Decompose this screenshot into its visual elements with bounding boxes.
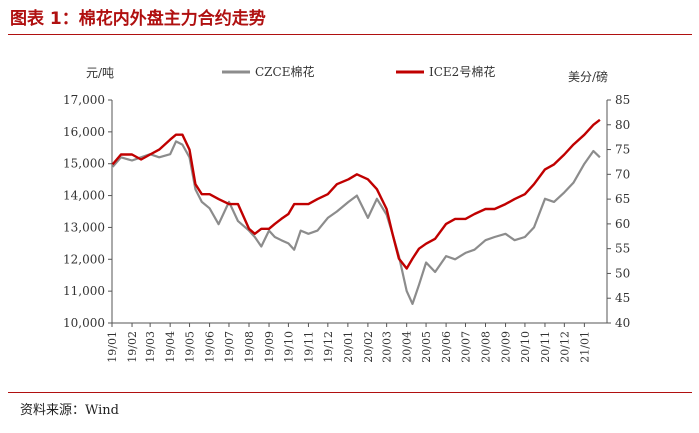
left-axis-unit: 元/吨 xyxy=(86,66,114,80)
left-tick-label: 14,000 xyxy=(63,189,105,203)
right-tick-label: 75 xyxy=(615,143,630,157)
x-tick-label: 19/07 xyxy=(223,331,236,363)
right-tick-label: 50 xyxy=(615,266,630,280)
x-tick-label: 20/12 xyxy=(558,331,571,363)
legend-label-ice2: ICE2号棉花 xyxy=(429,64,495,79)
left-tick-label: 16,000 xyxy=(63,125,105,139)
left-tick-label: 12,000 xyxy=(63,252,105,266)
right-tick-label: 45 xyxy=(615,291,630,305)
x-tick-label: 19/09 xyxy=(263,331,276,363)
right-tick-label: 80 xyxy=(615,118,630,132)
chart-lines xyxy=(111,118,601,305)
x-tick-label: 19/10 xyxy=(282,331,295,363)
left-tick-label: 10,000 xyxy=(63,316,105,330)
right-tick-label: 85 xyxy=(615,93,630,107)
x-tick-label: 20/08 xyxy=(480,331,493,363)
x-tick-label: 19/02 xyxy=(126,331,139,363)
chart-svg: 10,000 11,000 12,000 13,000 14,000 15,000 16,0… xyxy=(63,64,630,363)
x-tick-label: 19/04 xyxy=(164,331,177,363)
x-tick-label: 19/11 xyxy=(302,331,315,363)
left-tick-label: 11,000 xyxy=(63,284,105,298)
chart-axes: 10,000 11,000 12,000 13,000 14,000 15,000 16,0… xyxy=(63,66,630,363)
x-tick-label: 20/11 xyxy=(539,331,552,363)
right-tick-label: 55 xyxy=(615,242,630,256)
x-tick-label: 20/10 xyxy=(519,331,532,363)
right-axis-unit: 美分/磅 xyxy=(568,69,608,84)
right-tick-label: 60 xyxy=(615,217,630,231)
x-tick-label: 20/03 xyxy=(381,331,394,363)
x-tick-label: 19/01 xyxy=(106,331,119,363)
x-tick-label: 19/03 xyxy=(144,331,157,363)
legend-label-czce: CZCE棉花 xyxy=(255,64,314,79)
ice2-series-line xyxy=(111,118,601,270)
source-rule xyxy=(8,392,692,393)
source-note: 资料来源：Wind xyxy=(20,403,119,418)
right-tick-label: 70 xyxy=(615,167,630,181)
x-tick-label: 20/07 xyxy=(459,331,472,363)
left-tick-label: 13,000 xyxy=(63,220,105,234)
x-tick-label: 20/02 xyxy=(362,331,375,363)
x-tick-label: 20/09 xyxy=(500,331,513,363)
chart-legend: CZCE棉花 ICE2号棉花 xyxy=(222,64,495,79)
x-tick-label: 19/08 xyxy=(243,331,256,363)
x-tick-label: 20/06 xyxy=(440,331,453,363)
x-tick-label: 19/05 xyxy=(184,331,197,363)
left-tick-label: 17,000 xyxy=(63,93,105,107)
left-tick-label: 15,000 xyxy=(63,157,105,171)
chart-title: 图表 1：棉花内外盘主力合约走势 xyxy=(10,9,266,29)
right-tick-label: 40 xyxy=(615,316,630,330)
x-tick-label: 20/04 xyxy=(401,331,414,363)
title-rule xyxy=(8,34,692,35)
x-tick-label: 21/01 xyxy=(578,331,591,363)
x-tick-label: 19/12 xyxy=(322,331,335,363)
x-tick-label: 20/01 xyxy=(342,331,355,363)
czce-series-line xyxy=(111,140,601,305)
right-tick-label: 65 xyxy=(615,192,630,206)
x-tick-label: 19/06 xyxy=(204,331,217,363)
x-tick-label: 20/05 xyxy=(420,331,433,363)
